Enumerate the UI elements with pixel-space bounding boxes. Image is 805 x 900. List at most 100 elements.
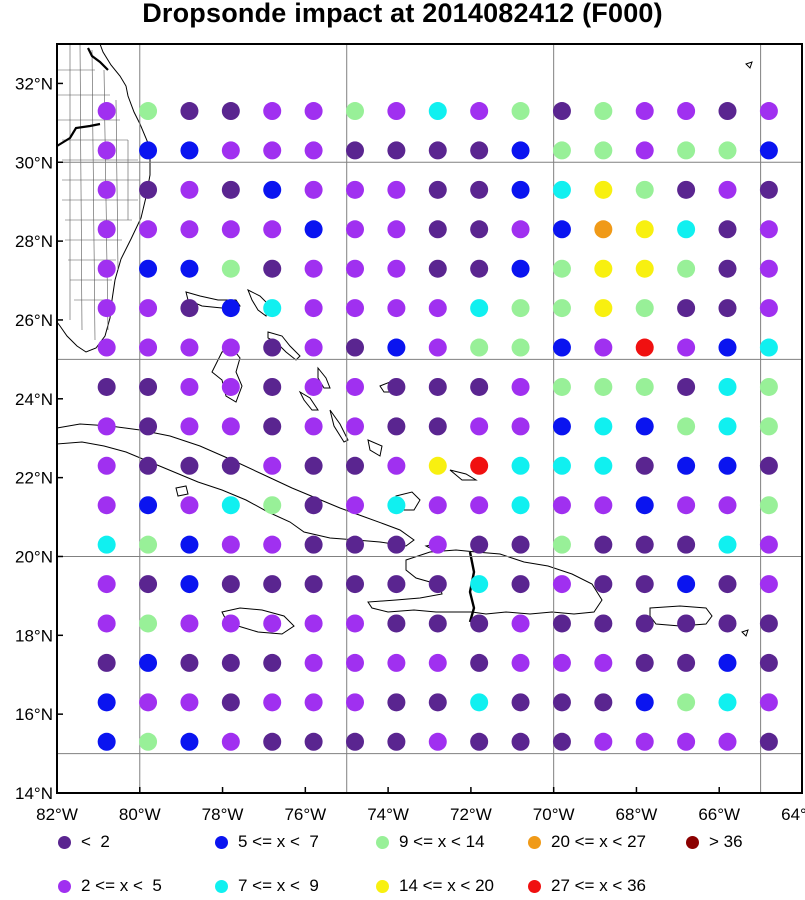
data-point [677, 732, 696, 751]
data-point [470, 338, 489, 357]
data-point [221, 141, 240, 160]
turks-caicos [449, 469, 478, 481]
data-point [759, 693, 778, 712]
data-point [718, 180, 737, 199]
data-point [470, 614, 489, 633]
data-point [139, 614, 158, 633]
data-point [263, 535, 282, 554]
data-point [139, 496, 158, 515]
data-point [180, 575, 199, 594]
data-point [759, 535, 778, 554]
data-point [304, 259, 323, 278]
data-point [346, 180, 364, 199]
data-point [304, 456, 323, 475]
data-point [677, 259, 696, 278]
data-point [180, 417, 199, 436]
data-point [718, 220, 737, 239]
data-point [677, 377, 696, 396]
data-point [263, 653, 282, 672]
data-point [387, 338, 406, 357]
data-point [263, 102, 282, 121]
data-point [180, 693, 199, 712]
data-point [180, 614, 199, 633]
data-point [511, 614, 530, 633]
data-point [180, 535, 199, 554]
chart-title: Dropsonde impact at 2014082412 (F000) [142, 0, 663, 28]
data-point [718, 732, 737, 751]
data-point [180, 496, 199, 515]
data-point [97, 220, 116, 239]
data-point [428, 653, 447, 672]
data-point [304, 102, 323, 121]
lon-tick-label: 76°W [284, 805, 326, 824]
data-point [221, 259, 240, 278]
haiti-dr-border [468, 551, 476, 623]
data-point [428, 496, 447, 515]
data-point [552, 338, 571, 357]
data-point [677, 220, 696, 239]
lon-tick-label: 80°W [119, 805, 161, 824]
data-point [180, 338, 199, 357]
data-point [97, 417, 116, 436]
data-point [677, 575, 696, 594]
data-point [97, 377, 116, 396]
data-point [552, 259, 571, 278]
data-point [552, 417, 571, 436]
data-point [511, 102, 530, 121]
data-point [677, 141, 696, 160]
data-point [759, 575, 778, 594]
data-point [304, 575, 323, 594]
data-point [759, 141, 778, 160]
data-point [139, 417, 158, 436]
data-point [511, 299, 530, 318]
data-point [304, 732, 323, 751]
data-point [594, 338, 613, 357]
data-point [304, 338, 323, 357]
data-point [387, 535, 406, 554]
data-point [511, 417, 530, 436]
state-border-2 [87, 47, 109, 71]
data-point [263, 299, 282, 318]
data-point [470, 575, 489, 594]
data-point [97, 299, 116, 318]
data-point [304, 180, 323, 199]
data-point [594, 693, 613, 712]
data-point [594, 259, 613, 278]
data-point [387, 614, 406, 633]
data-point [346, 535, 364, 554]
data-point [759, 338, 778, 357]
data-point [304, 377, 323, 396]
data-point [139, 456, 158, 475]
data-point [387, 653, 406, 672]
data-point [718, 456, 737, 475]
data-point [221, 299, 240, 318]
data-point [635, 693, 654, 712]
data-point [718, 259, 737, 278]
data-point [387, 456, 406, 475]
data-point [263, 496, 282, 515]
data-point [718, 299, 737, 318]
data-point [677, 338, 696, 357]
lat-tick-label: 26°N [15, 311, 53, 330]
data-point [387, 141, 406, 160]
data-point [759, 456, 778, 475]
lon-tick-label: 64°W [781, 805, 805, 824]
data-point [635, 496, 654, 515]
data-point [428, 180, 447, 199]
data-point [97, 496, 116, 515]
lat-tick-label: 16°N [15, 705, 53, 724]
data-point [511, 141, 530, 160]
data-point [180, 299, 199, 318]
data-point [97, 614, 116, 633]
data-point [263, 338, 282, 357]
lat-tick-label: 14°N [15, 784, 53, 803]
data-point [511, 732, 530, 751]
data-point [759, 299, 778, 318]
data-point [263, 693, 282, 712]
data-point [470, 259, 489, 278]
data-point [470, 496, 489, 515]
data-point [552, 377, 571, 396]
data-point [635, 299, 654, 318]
data-point [428, 575, 447, 594]
